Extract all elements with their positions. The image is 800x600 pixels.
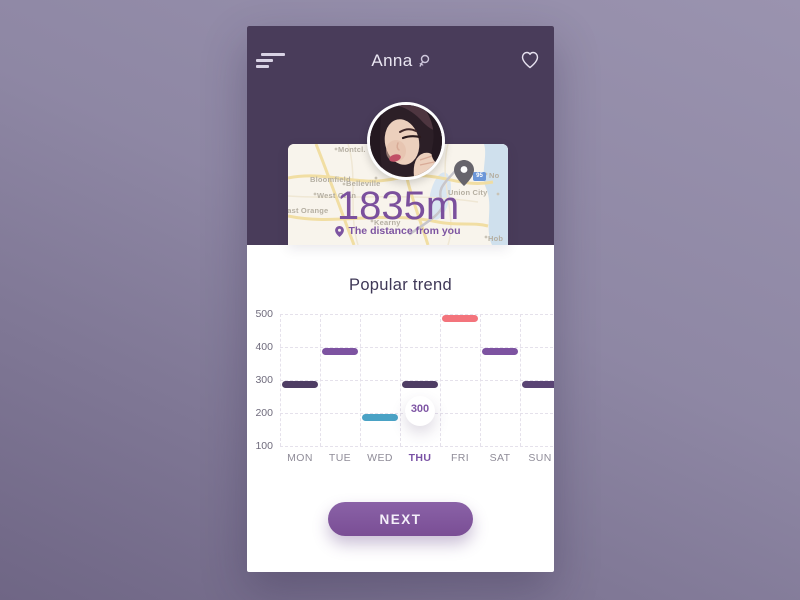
y-axis-tick: 400 <box>255 341 273 353</box>
location-pin-icon <box>454 160 474 186</box>
x-axis-label: SAT <box>489 452 511 464</box>
y-axis-tick: 200 <box>255 407 273 419</box>
map-place-label: West Oran <box>317 191 357 200</box>
y-axis-tick: 500 <box>255 308 273 320</box>
distance-value: 1835m <box>336 184 460 228</box>
menu-button[interactable] <box>256 53 288 71</box>
bar-fri[interactable] <box>442 315 478 322</box>
heart-icon <box>521 51 539 69</box>
gridline-v <box>280 314 281 446</box>
distance-caption-text: The distance from you <box>348 225 461 237</box>
user-name: Anna <box>371 51 413 70</box>
y-axis-tick: 100 <box>255 440 273 452</box>
gridline-v <box>360 314 361 446</box>
map-place-label: Montcl. <box>338 145 366 154</box>
bar-sun[interactable] <box>522 381 554 388</box>
gridline-h <box>280 314 553 315</box>
x-axis-label: TUE <box>328 452 352 464</box>
map-place-label: Kearny <box>374 218 401 227</box>
highway-shield: 95 <box>473 172 486 181</box>
favorite-button[interactable] <box>520 50 540 70</box>
bar-mon[interactable] <box>282 381 318 388</box>
x-axis-label: FRI <box>450 452 470 464</box>
gridline-v <box>480 314 481 446</box>
female-symbol-icon <box>419 54 429 67</box>
gridline-v <box>440 314 441 446</box>
gridline-v <box>320 314 321 446</box>
bar-sat[interactable] <box>482 348 518 355</box>
bar-thu[interactable] <box>402 381 438 388</box>
chart-title: Popular trend <box>349 276 452 294</box>
x-axis-label: MON <box>287 452 313 464</box>
profile-photo <box>370 105 442 177</box>
map-place-label: No <box>489 171 500 180</box>
gridline-v <box>400 314 401 446</box>
map-place-label: Union City <box>448 188 488 197</box>
gridline-v <box>520 314 521 446</box>
map-place-label: East Orange <box>288 206 329 215</box>
gridline-h <box>280 446 553 447</box>
distance-caption: The distance from you <box>288 225 508 237</box>
x-axis-label: SUN <box>528 452 552 464</box>
gridline-h <box>280 347 553 348</box>
trend-chart: 500 400 300 200 100 MON TUE WED THU FRI SAT SUN 300 <box>247 296 554 491</box>
bar-wed[interactable] <box>362 414 398 421</box>
tooltip: 300 <box>405 396 435 426</box>
gridline-h <box>280 380 553 381</box>
map-place-label: Belleville <box>346 179 381 188</box>
y-axis-tick: 300 <box>255 374 273 386</box>
next-button[interactable]: NEXT <box>328 502 473 536</box>
bar-tue[interactable] <box>322 348 358 355</box>
avatar[interactable] <box>367 102 445 180</box>
phone-screen: Anna <box>247 26 554 572</box>
x-axis-label: WED <box>367 452 393 464</box>
pin-icon <box>335 225 345 237</box>
map-place-label: Hob <box>488 234 504 243</box>
x-axis-label: THU <box>408 452 432 464</box>
page-title: Anna <box>247 51 554 71</box>
map-place-label: Bloomfield <box>310 175 351 184</box>
